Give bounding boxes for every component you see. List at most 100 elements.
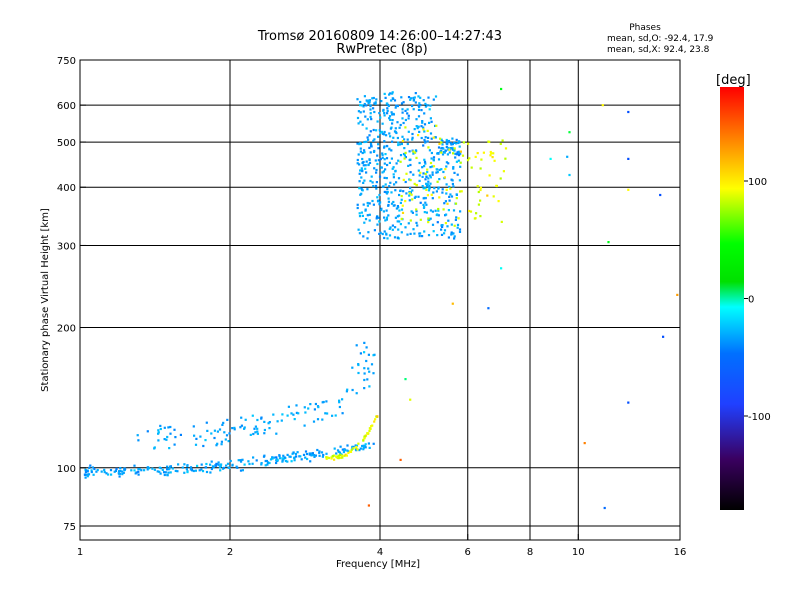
data-point bbox=[312, 454, 316, 457]
data-point bbox=[392, 113, 395, 116]
data-point bbox=[402, 121, 405, 125]
data-point bbox=[334, 455, 337, 458]
data-point bbox=[335, 452, 338, 455]
data-point bbox=[409, 179, 412, 182]
data-point bbox=[389, 181, 392, 184]
data-point bbox=[370, 175, 373, 178]
data-point bbox=[100, 470, 103, 473]
data-point bbox=[627, 401, 630, 404]
data-point bbox=[386, 107, 389, 110]
data-point bbox=[304, 450, 308, 453]
data-point bbox=[427, 189, 431, 192]
data-point bbox=[133, 464, 136, 467]
data-point bbox=[381, 152, 384, 155]
data-point bbox=[432, 98, 435, 101]
data-point bbox=[87, 473, 91, 476]
data-point bbox=[412, 108, 415, 111]
y-tick-label: 600 bbox=[57, 101, 76, 112]
data-point bbox=[400, 195, 403, 198]
data-point bbox=[362, 164, 365, 167]
data-point bbox=[341, 398, 344, 401]
data-point bbox=[371, 181, 374, 184]
data-point bbox=[325, 400, 328, 403]
data-point bbox=[401, 108, 404, 111]
data-point bbox=[363, 95, 366, 98]
data-point bbox=[249, 433, 252, 436]
data-point bbox=[368, 146, 371, 149]
data-point bbox=[356, 158, 359, 162]
data-point bbox=[447, 209, 450, 212]
data-point bbox=[369, 115, 372, 118]
data-point bbox=[363, 102, 366, 106]
data-point bbox=[377, 147, 380, 150]
data-point bbox=[459, 210, 462, 213]
data-point bbox=[381, 122, 384, 125]
data-point bbox=[325, 456, 328, 459]
data-point bbox=[439, 137, 442, 140]
data-point bbox=[403, 154, 406, 157]
data-point bbox=[308, 453, 311, 456]
data-point bbox=[385, 216, 389, 219]
data-point bbox=[457, 217, 460, 220]
data-point bbox=[427, 234, 431, 237]
y-tick-label: 200 bbox=[57, 324, 76, 335]
data-point bbox=[412, 152, 415, 155]
data-point bbox=[402, 178, 405, 181]
data-point bbox=[359, 100, 362, 104]
data-point bbox=[299, 455, 302, 458]
data-point bbox=[194, 443, 198, 446]
data-point bbox=[452, 209, 456, 212]
data-point bbox=[385, 209, 388, 212]
data-point bbox=[411, 189, 414, 192]
data-point bbox=[366, 201, 369, 205]
data-point bbox=[409, 158, 412, 161]
data-point bbox=[357, 122, 360, 125]
data-point bbox=[434, 209, 437, 212]
data-point bbox=[368, 134, 371, 137]
data-point bbox=[429, 132, 433, 135]
data-point bbox=[455, 197, 458, 200]
data-point bbox=[369, 108, 372, 111]
data-point bbox=[415, 156, 418, 159]
data-point bbox=[400, 231, 403, 234]
data-point bbox=[423, 230, 426, 233]
data-point bbox=[288, 455, 291, 458]
data-point bbox=[404, 126, 407, 129]
data-point bbox=[420, 125, 423, 128]
data-point bbox=[418, 232, 421, 235]
data-point bbox=[376, 154, 379, 157]
data-point bbox=[368, 213, 371, 216]
data-point bbox=[426, 168, 429, 171]
data-point bbox=[441, 140, 444, 143]
data-point bbox=[374, 102, 377, 105]
data-point bbox=[454, 202, 458, 205]
data-point bbox=[372, 185, 375, 188]
data-point bbox=[373, 138, 376, 141]
data-point bbox=[477, 190, 480, 194]
data-point bbox=[425, 211, 428, 214]
data-point bbox=[377, 135, 380, 138]
data-point bbox=[161, 468, 164, 471]
x-tick-label: 4 bbox=[377, 547, 383, 558]
data-point bbox=[435, 124, 438, 127]
data-point bbox=[440, 138, 443, 141]
data-point bbox=[401, 211, 405, 214]
data-point bbox=[263, 428, 266, 432]
data-point bbox=[500, 87, 503, 91]
data-point bbox=[427, 221, 430, 224]
data-point bbox=[461, 154, 465, 157]
data-point bbox=[290, 412, 293, 415]
data-point bbox=[404, 180, 407, 184]
data-point bbox=[421, 120, 424, 123]
data-point bbox=[417, 169, 420, 172]
legend-line-o: mean, sd,O: -92.4, 17.9 bbox=[607, 34, 714, 44]
data-point bbox=[431, 223, 435, 226]
data-point bbox=[366, 204, 369, 207]
data-point bbox=[140, 469, 143, 472]
data-point bbox=[446, 225, 449, 228]
data-point bbox=[427, 136, 430, 139]
data-point bbox=[434, 124, 437, 127]
data-point bbox=[321, 401, 324, 404]
data-point bbox=[181, 466, 184, 469]
data-point bbox=[402, 152, 406, 156]
